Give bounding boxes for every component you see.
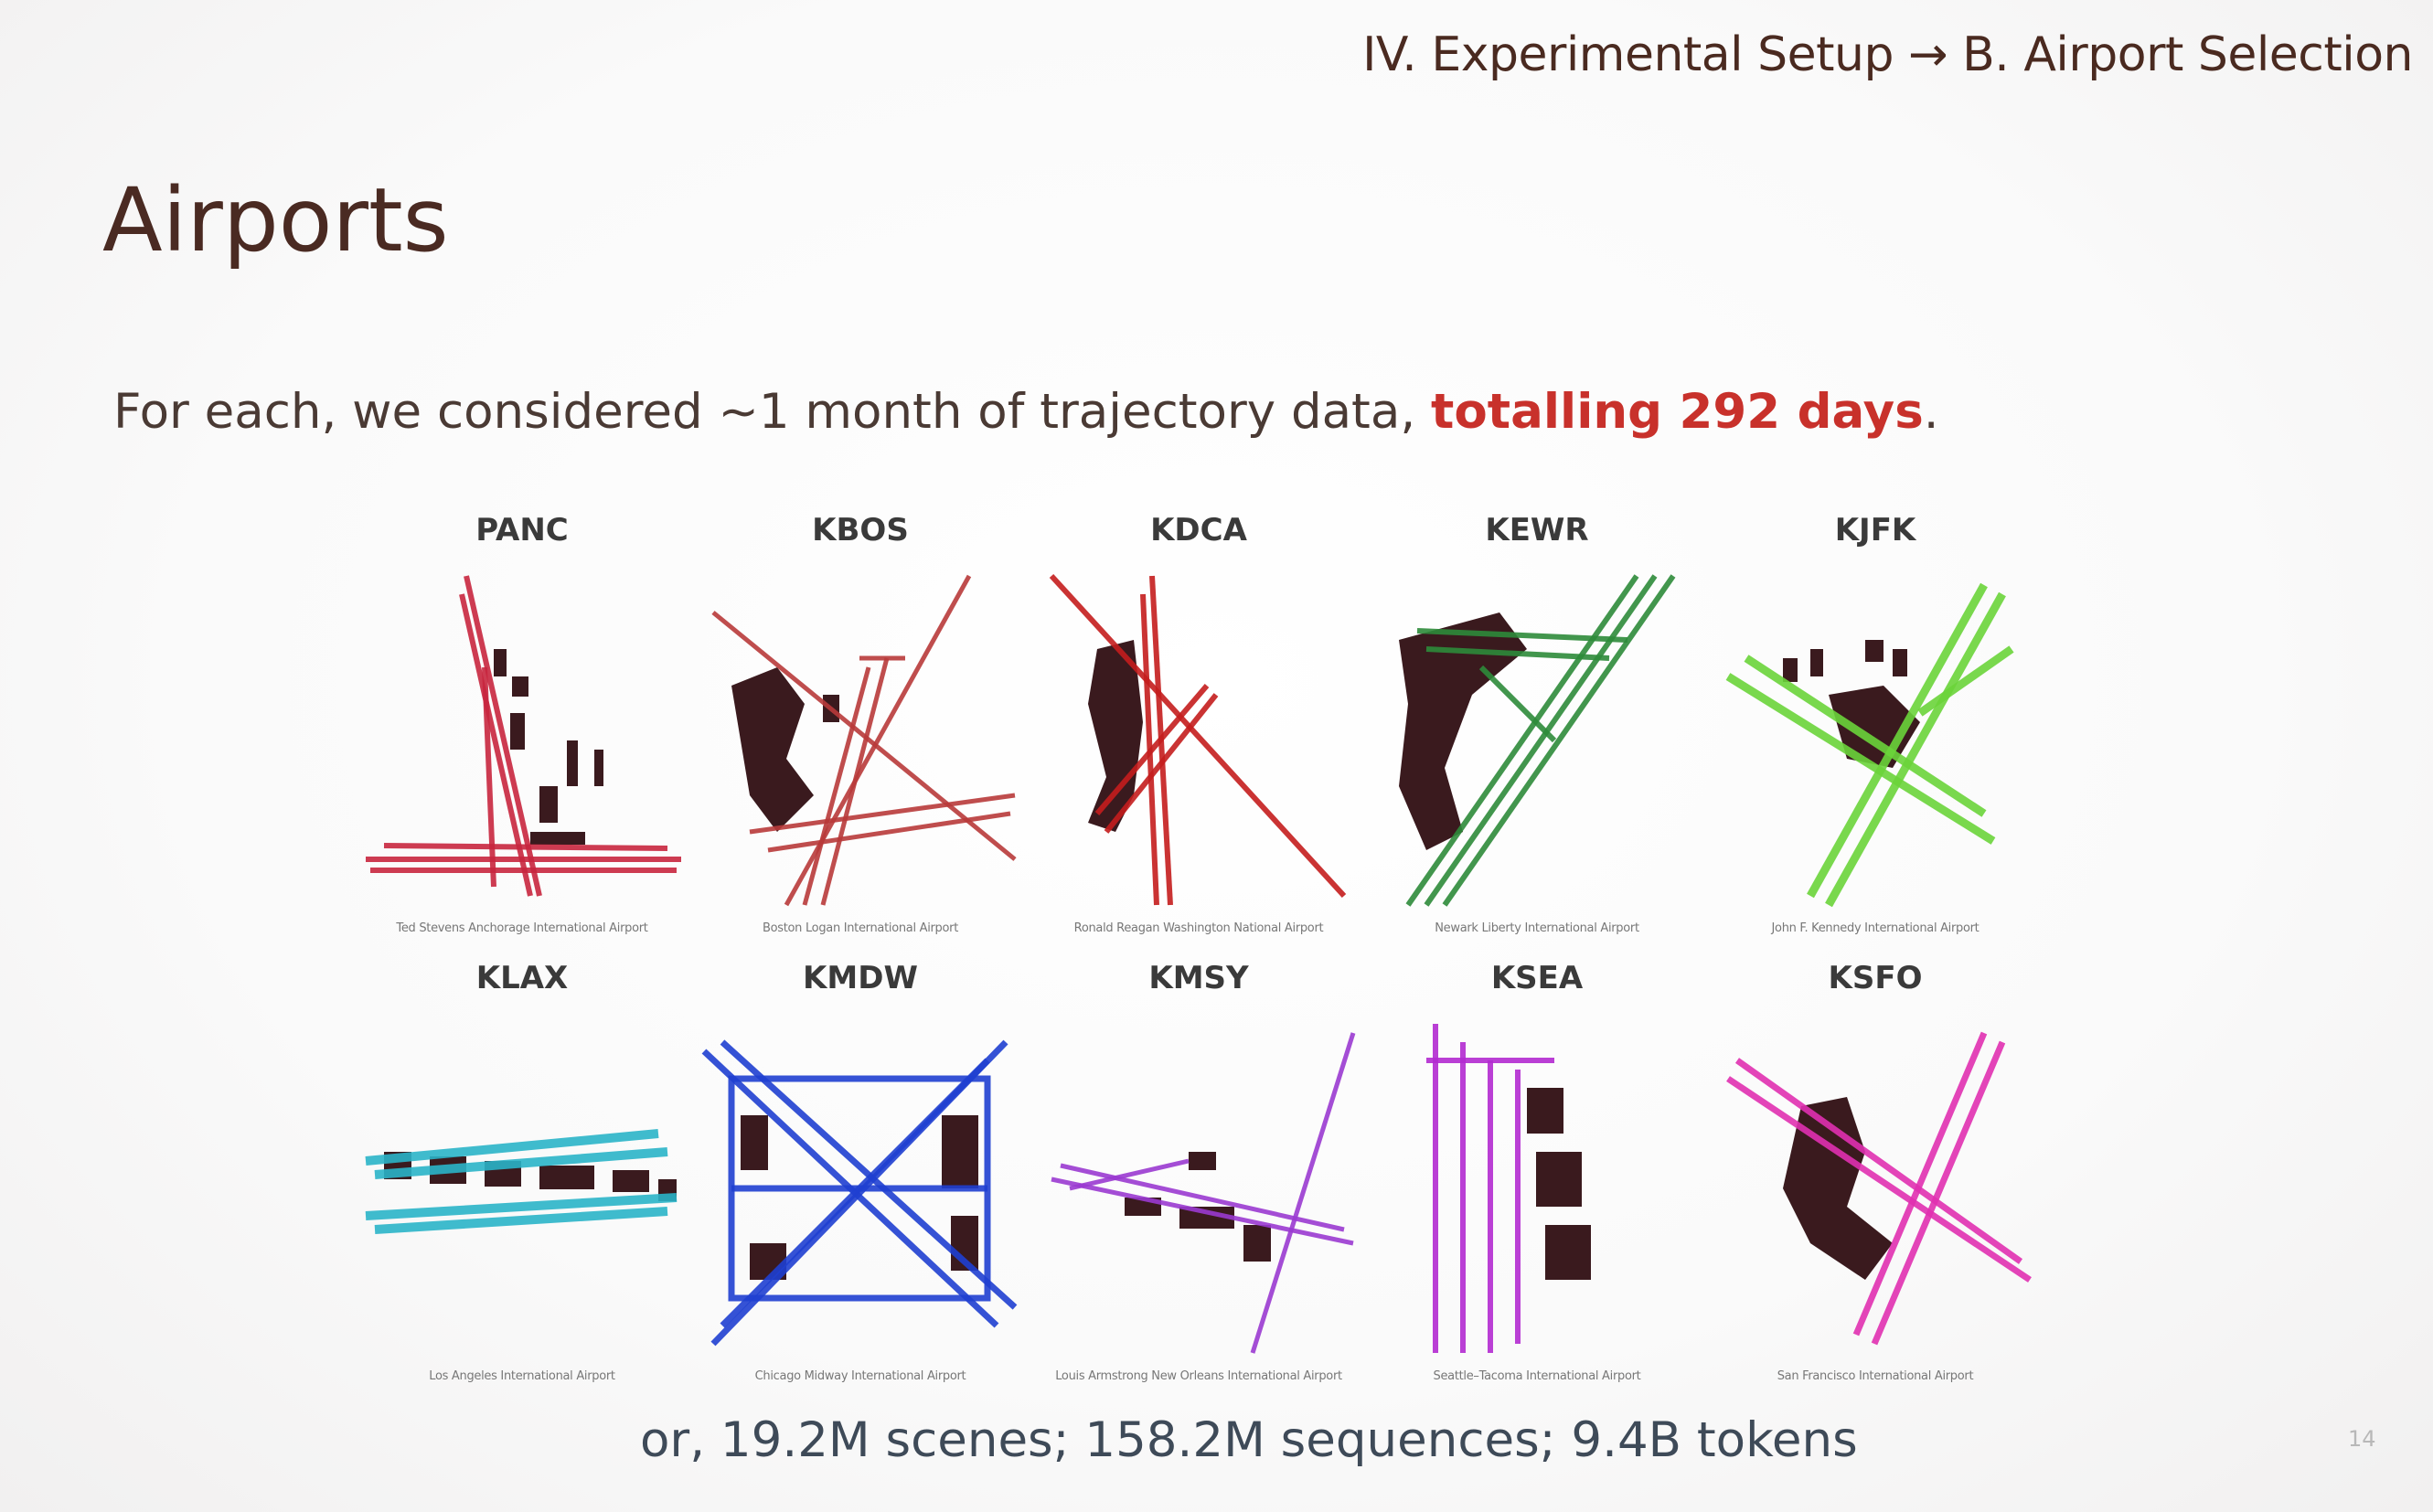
airport-diagram-klax <box>365 1129 678 1234</box>
airport-code: KEWR <box>1485 512 1589 548</box>
airport-caption: Seattle–Tacoma International Airport <box>1433 1369 1641 1383</box>
airport-cell-ksfo: KSFO San Francisco International Airport <box>1710 960 2041 1390</box>
airport-code: KDCA <box>1150 512 1247 548</box>
airport-code: KLAX <box>475 960 569 996</box>
airport-code: PANC <box>475 512 569 548</box>
airport-cell-kjfk: KJFK John F. Kennedy International Airpo… <box>1710 512 2041 942</box>
airport-code: KJFK <box>1834 512 1916 548</box>
airport-diagram-kmdw <box>701 1039 1018 1347</box>
airport-cell-kbos: KBOS Boston Logan International Airport <box>695 512 1026 942</box>
intro-end: . <box>1923 384 1939 440</box>
airport-cell-kmsy: KMSY Louis Armstrong New Orleans Interna… <box>1033 960 1364 1390</box>
airport-code: KBOS <box>812 512 909 548</box>
airport-cell-kewr: KEWR Newark Liberty International Airpor… <box>1371 512 1702 942</box>
airport-caption: Ronald Reagan Washington National Airpor… <box>1073 921 1324 935</box>
intro-highlight: totalling 292 days <box>1431 384 1924 440</box>
footer-stats: or, 19.2M scenes; 158.2M sequences; 9.4B… <box>640 1412 1858 1468</box>
airport-caption: Newark Liberty International Airport <box>1435 921 1639 935</box>
airport-code: KSEA <box>1490 960 1584 996</box>
airport-caption: Louis Armstrong New Orleans Internationa… <box>1055 1369 1342 1383</box>
airport-caption: Los Angeles International Airport <box>429 1369 615 1383</box>
page-number: 14 <box>2348 1426 2376 1452</box>
airport-caption: Boston Logan International Airport <box>762 921 959 935</box>
airport-code: KSFO <box>1828 960 1923 996</box>
airport-cell-kmdw: KMDW Chicago Midway International Airpor… <box>695 960 1026 1390</box>
breadcrumb: IV. Experimental Setup → B. Airport Sele… <box>1362 27 2413 82</box>
airport-cell-panc: PANC Ted Stevens Anchorage Interna <box>357 512 688 942</box>
airport-caption: John F. Kennedy International Airport <box>1771 921 1979 935</box>
airport-caption: San Francisco International Airport <box>1777 1369 1974 1383</box>
airport-caption: Ted Stevens Anchorage International Airp… <box>396 921 648 935</box>
airport-cell-klax: KLAX Los Angeles International Airport <box>357 960 688 1390</box>
airport-code: KMSY <box>1148 960 1249 996</box>
intro-text: For each, we considered ~1 month of traj… <box>113 384 1939 440</box>
airport-diagram-ksfo <box>1726 1031 2032 1346</box>
airport-code: KMDW <box>803 960 918 996</box>
intro-main: For each, we considered ~1 month of traj… <box>113 384 1432 440</box>
airport-diagram-kmsy <box>1051 1032 1356 1354</box>
airport-diagram-kewr <box>1399 574 1676 907</box>
airport-diagram-ksea <box>1426 1024 1591 1353</box>
airport-diagram-panc <box>366 575 681 897</box>
airport-caption: Chicago Midway International Airport <box>754 1369 966 1383</box>
slide-title: Airports <box>102 169 449 272</box>
airport-diagram-kbos <box>711 574 1017 907</box>
airport-cell-ksea: KSEA Seattle–Tacoma International Airpor… <box>1371 960 1702 1390</box>
airport-cell-kdca: KDCA Ronald Reagan Washington National A… <box>1033 512 1364 942</box>
airport-grid: PANC Ted Stevens Anchorage Interna <box>357 512 2048 1390</box>
airport-diagram-kdca <box>1049 573 1347 906</box>
airport-diagram-kjfk <box>1725 582 2014 908</box>
